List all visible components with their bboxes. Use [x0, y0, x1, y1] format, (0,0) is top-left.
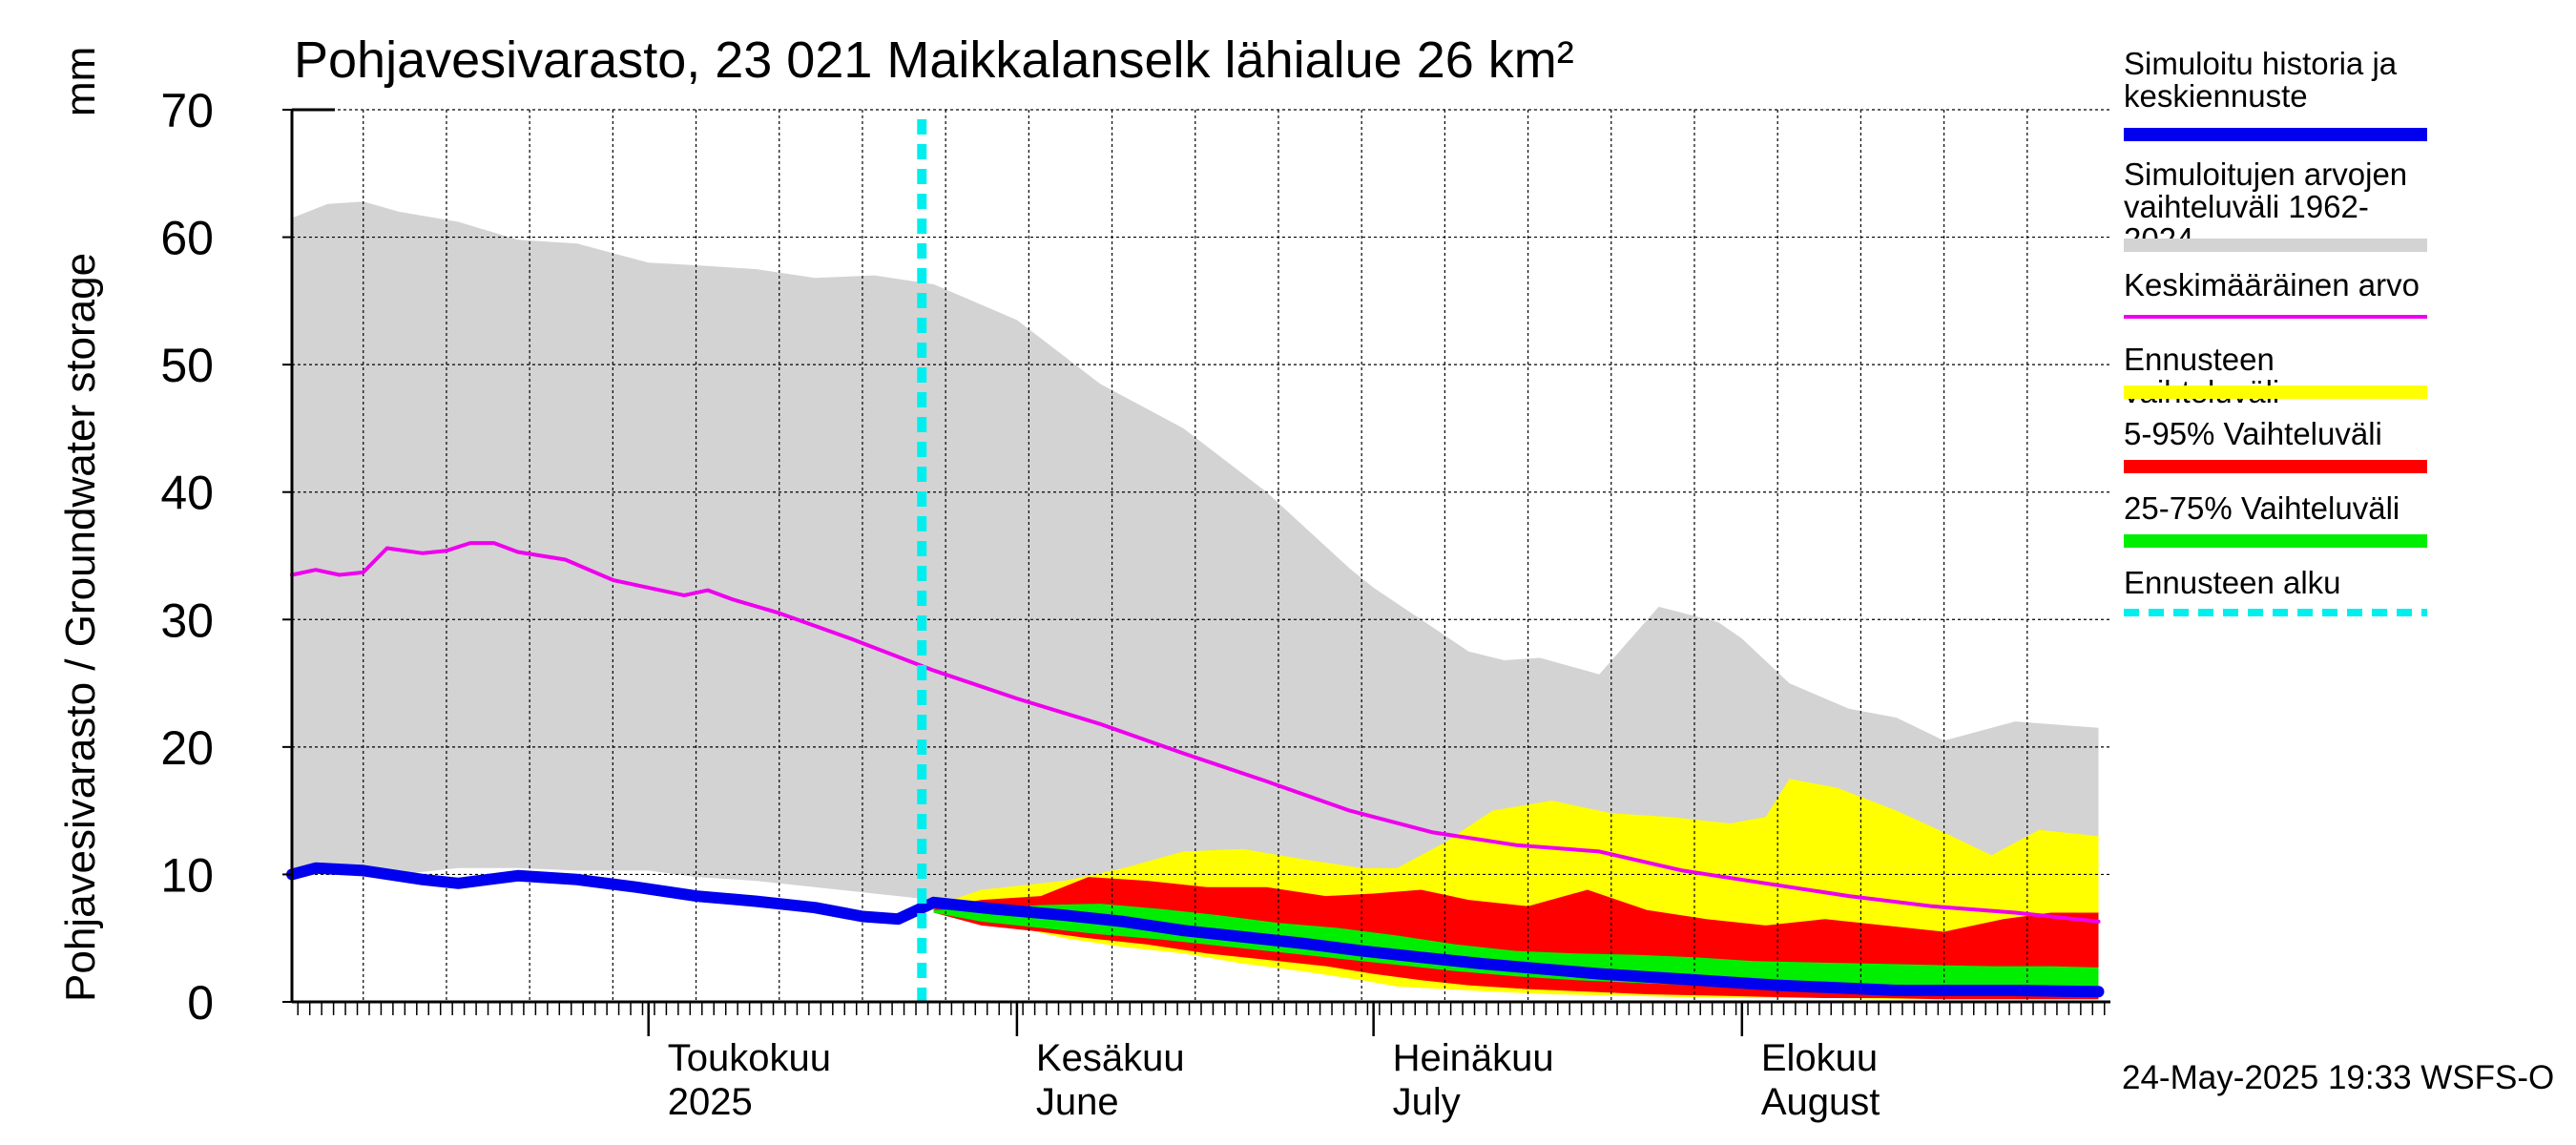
y-tick-label: 60 — [160, 212, 214, 265]
history-forecast-line — [286, 862, 2105, 998]
legend-label-mean: Keskimääräinen arvo — [2124, 267, 2420, 302]
legend-swatch-forecast-range — [2124, 385, 2427, 399]
legend-swatch-p5-95 — [2124, 460, 2427, 473]
legend-swatch-forecast-start — [2124, 609, 2427, 616]
legend-item-history: Simuloitu historia ja keskiennuste — [2124, 46, 2439, 141]
y-tick-label: 20 — [160, 721, 214, 775]
legend-swatch-history — [2124, 128, 2427, 141]
y-tick-label: 70 — [160, 84, 214, 137]
x-month-label: Elokuu — [1761, 1037, 1878, 1079]
legend-swatch-mean — [2124, 315, 2427, 319]
x-month-label: Toukokuu — [668, 1037, 831, 1079]
y-tick-label: 40 — [160, 467, 214, 520]
y-tick-label: 0 — [187, 976, 214, 1030]
chart-title: Pohjavesivarasto, 23 021 Maikkalanselk l… — [294, 31, 1574, 89]
series-lines — [286, 119, 2105, 1002]
legend-label-forecast-start: Ennusteen alku — [2124, 565, 2341, 600]
legend-item-forecast-start: Ennusteen alku — [2124, 565, 2439, 616]
legend-swatch-range-hist — [2124, 239, 2427, 252]
x-month-sublabel: August — [1761, 1081, 1880, 1123]
x-month-sublabel: June — [1036, 1081, 1119, 1123]
y-axis-label: Pohjavesivarasto / Groundwater storage — [57, 252, 104, 1002]
legend-item-range-hist: Simuloitujen arvojen vaihteluväli 1962-2… — [2124, 158, 2439, 256]
legend-item-p5-95: 5-95% Vaihteluväli — [2124, 416, 2439, 473]
legend-label-history: Simuloitu historia ja keskiennuste — [2124, 46, 2398, 114]
y-tick-label: 10 — [160, 848, 214, 902]
legend-item-forecast-range: Ennusteen vaihteluväli — [2124, 344, 2439, 408]
legend-label-p5-95: 5-95% Vaihteluväli — [2124, 416, 2382, 451]
timestamp-footer: 24-May-2025 19:33 WSFS-O — [2122, 1059, 2555, 1096]
legend-label-p25-75: 25-75% Vaihteluväli — [2124, 490, 2400, 526]
x-month-sublabel: July — [1393, 1081, 1461, 1123]
x-month-sublabel: 2025 — [668, 1081, 753, 1123]
y-axis-unit: mm — [57, 46, 104, 116]
legend-swatch-p25-75 — [2124, 534, 2427, 548]
p25-75-band — [933, 904, 2099, 996]
legend-item-mean: Keskimääräinen arvo — [2124, 267, 2439, 319]
x-month-label: Kesäkuu — [1036, 1037, 1185, 1079]
legend-item-p25-75: 25-75% Vaihteluväli — [2124, 490, 2439, 548]
y-tick-label: 50 — [160, 339, 214, 392]
y-tick-label: 30 — [160, 593, 214, 647]
x-month-label: Heinäkuu — [1393, 1037, 1554, 1079]
mean-line — [290, 541, 2101, 924]
